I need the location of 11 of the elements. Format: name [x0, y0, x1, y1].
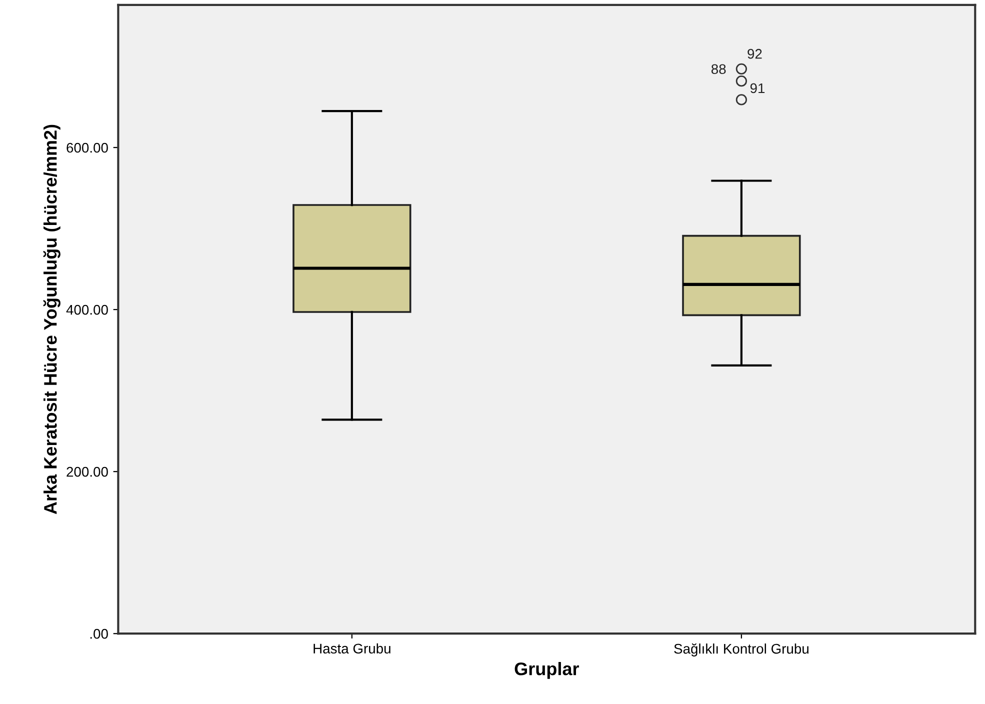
annotation: 92 — [748, 48, 762, 59]
x-axis-title: Gruplar — [514, 662, 580, 679]
y-tick-label: .00 — [90, 628, 108, 639]
x-tick-label: Hasta Grubu — [314, 643, 390, 654]
y-tick-label: 200.00 — [66, 466, 108, 477]
annotation: 88 — [711, 64, 726, 74]
x-tick-label: Sağlıklı Kontrol Grubu — [674, 643, 808, 656]
annotation: 91 — [750, 83, 765, 94]
y-tick-label: 400.00 — [66, 304, 108, 315]
y-tick-label: 600.00 — [66, 142, 108, 153]
y-axis-title: Arka Keratosit Hücre Yoğunluğu (hücre/mm2) — [43, 124, 60, 514]
